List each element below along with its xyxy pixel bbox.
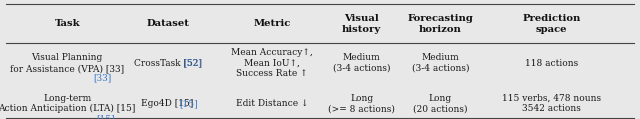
Text: Medium
(3-4 actions): Medium (3-4 actions) <box>333 53 390 73</box>
Text: [15]: [15] <box>179 99 198 108</box>
Text: Forecasting
horizon: Forecasting horizon <box>408 14 473 34</box>
Text: Task: Task <box>54 19 80 28</box>
Text: Metric: Metric <box>253 19 291 28</box>
Text: CrossTask [52]: CrossTask [52] <box>134 59 202 68</box>
Text: [33]: [33] <box>93 73 111 82</box>
Text: Mean Accuracy↑,
Mean IoU↑,
Success Rate ↑: Mean Accuracy↑, Mean IoU↑, Success Rate … <box>231 48 313 78</box>
Text: Long
(>= 8 actions): Long (>= 8 actions) <box>328 94 395 113</box>
Text: 118 actions: 118 actions <box>525 59 579 68</box>
Text: 115 verbs, 478 nouns
3542 actions: 115 verbs, 478 nouns 3542 actions <box>502 94 601 113</box>
Text: Ego4D [15]: Ego4D [15] <box>141 99 194 108</box>
Text: Edit Distance ↓: Edit Distance ↓ <box>236 99 308 108</box>
Text: Visual Planning
for Assistance (VPA) [33]: Visual Planning for Assistance (VPA) [33… <box>10 53 124 73</box>
Text: Dataset: Dataset <box>147 19 189 28</box>
Text: Prediction
space: Prediction space <box>522 14 581 34</box>
Text: Visual
history: Visual history <box>342 14 381 34</box>
Text: Medium
(3-4 actions): Medium (3-4 actions) <box>412 53 469 73</box>
Text: Long
(20 actions): Long (20 actions) <box>413 94 468 113</box>
Text: [52]: [52] <box>183 59 201 68</box>
Text: Long-term
Action Anticipation (LTA) [15]: Long-term Action Anticipation (LTA) [15] <box>0 94 136 113</box>
Text: [15]: [15] <box>96 114 115 119</box>
